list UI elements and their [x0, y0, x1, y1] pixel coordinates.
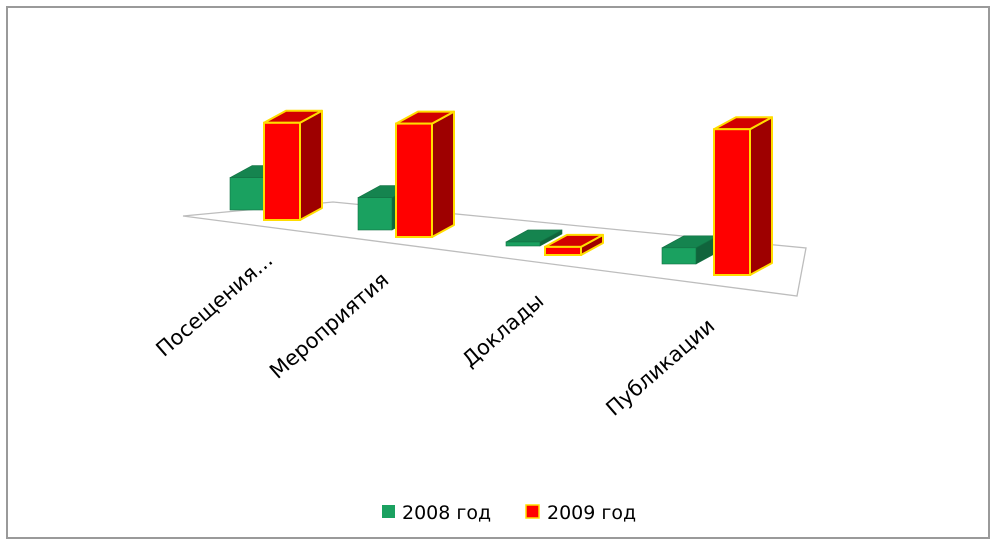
- legend-item-2: 2009 год: [525, 502, 636, 524]
- legend-label: 2008 год: [402, 502, 491, 524]
- bar-2009-публикации: [713, 116, 773, 276]
- legend-label: 2009 год: [547, 502, 636, 524]
- legend-swatch: [525, 504, 540, 519]
- bar-2009-мероприятия: [395, 110, 455, 238]
- bar-2009-доклады: [544, 233, 604, 256]
- legend: 2008 год 2009 год: [382, 502, 636, 524]
- legend-item-1: 2008 год: [382, 502, 491, 524]
- tick-label-доклады: Доклады: [458, 289, 549, 372]
- legend-swatch: [382, 505, 395, 518]
- bar-2008-публикации: [661, 235, 719, 265]
- bars-layer: [229, 109, 773, 276]
- tick-label-публикации: Публикации: [601, 314, 719, 421]
- chart-frame: [6, 6, 990, 539]
- bar-2009-посещения: [263, 109, 323, 221]
- tick-label-мероприятия: Мероприятия: [265, 268, 393, 384]
- bar-2008-доклады: [505, 229, 563, 247]
- tick-label-посещения: Посещения...: [151, 248, 277, 362]
